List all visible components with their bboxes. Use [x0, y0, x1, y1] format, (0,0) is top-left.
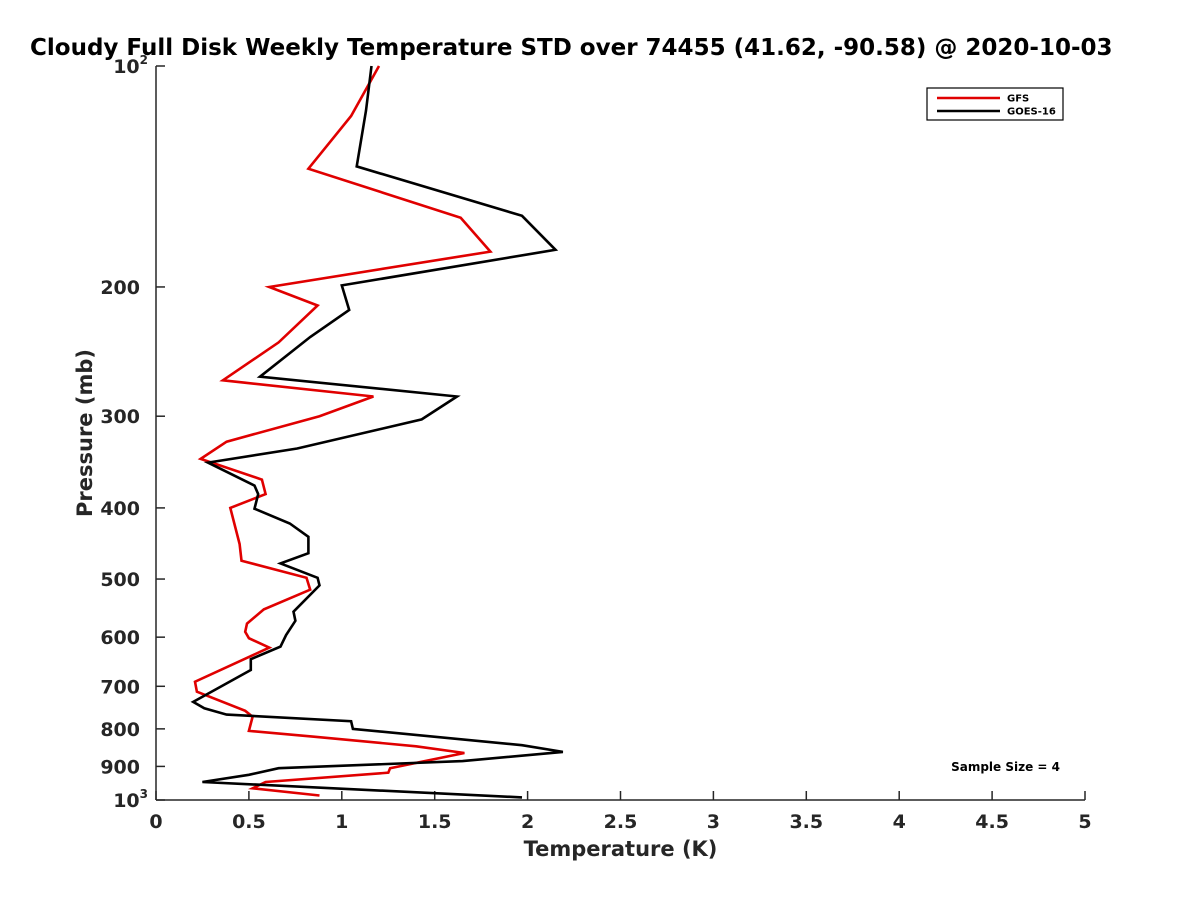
y-tick-base: 10 — [113, 56, 139, 78]
x-tick-label: 1.5 — [418, 811, 452, 833]
y-tick-exponent: 2 — [140, 53, 148, 67]
x-tick-label: 3 — [707, 811, 720, 833]
x-tick-label: 0.5 — [232, 811, 266, 833]
series-line-goes-16 — [190, 65, 564, 799]
y-tick-label: 400 — [100, 498, 140, 520]
y-axis-label: Pressure (mb) — [73, 349, 97, 517]
series-line-gfs — [193, 65, 493, 797]
y-tick-label: 102 — [113, 53, 148, 78]
y-tick-label: 800 — [100, 719, 140, 741]
x-tick-label: 2.5 — [604, 811, 638, 833]
y-tick-exponent: 3 — [140, 787, 148, 801]
y-tick-label: 500 — [100, 569, 140, 591]
legend-box — [926, 87, 1064, 121]
x-tick-label: 4 — [893, 811, 906, 833]
plot-area — [155, 66, 1085, 801]
x-tick-label: 3.5 — [789, 811, 823, 833]
legend: GFS GOES-16 — [926, 87, 1064, 121]
y-tick-label: 700 — [100, 676, 140, 698]
x-tick-label: 5 — [1078, 811, 1091, 833]
y-tick-label: 900 — [100, 756, 140, 778]
x-tick-label: 0 — [149, 811, 162, 833]
legend-label: GFS — [1007, 94, 1029, 105]
sample-size-annotation: Sample Size = 4 — [951, 760, 1060, 774]
chart-title: Cloudy Full Disk Weekly Temperature STD … — [30, 35, 1113, 61]
y-tick-label: 200 — [100, 277, 140, 299]
legend-label: GOES-16 — [1007, 107, 1056, 118]
x-tick-label: 2 — [521, 811, 534, 833]
y-tick-base: 10 — [113, 790, 139, 812]
y-tick-label: 300 — [100, 406, 140, 428]
x-tick-label: 4.5 — [975, 811, 1009, 833]
x-axis-label: Temperature (K) — [524, 837, 718, 861]
x-tick-label: 1 — [335, 811, 348, 833]
y-tick-label: 600 — [100, 627, 140, 649]
x-axis-ticks: 0 0.5 1 1.5 2 2.5 3 3.5 4 4.5 5 — [149, 791, 1092, 833]
y-tick-label: 103 — [113, 787, 148, 812]
series-lines — [190, 65, 564, 799]
